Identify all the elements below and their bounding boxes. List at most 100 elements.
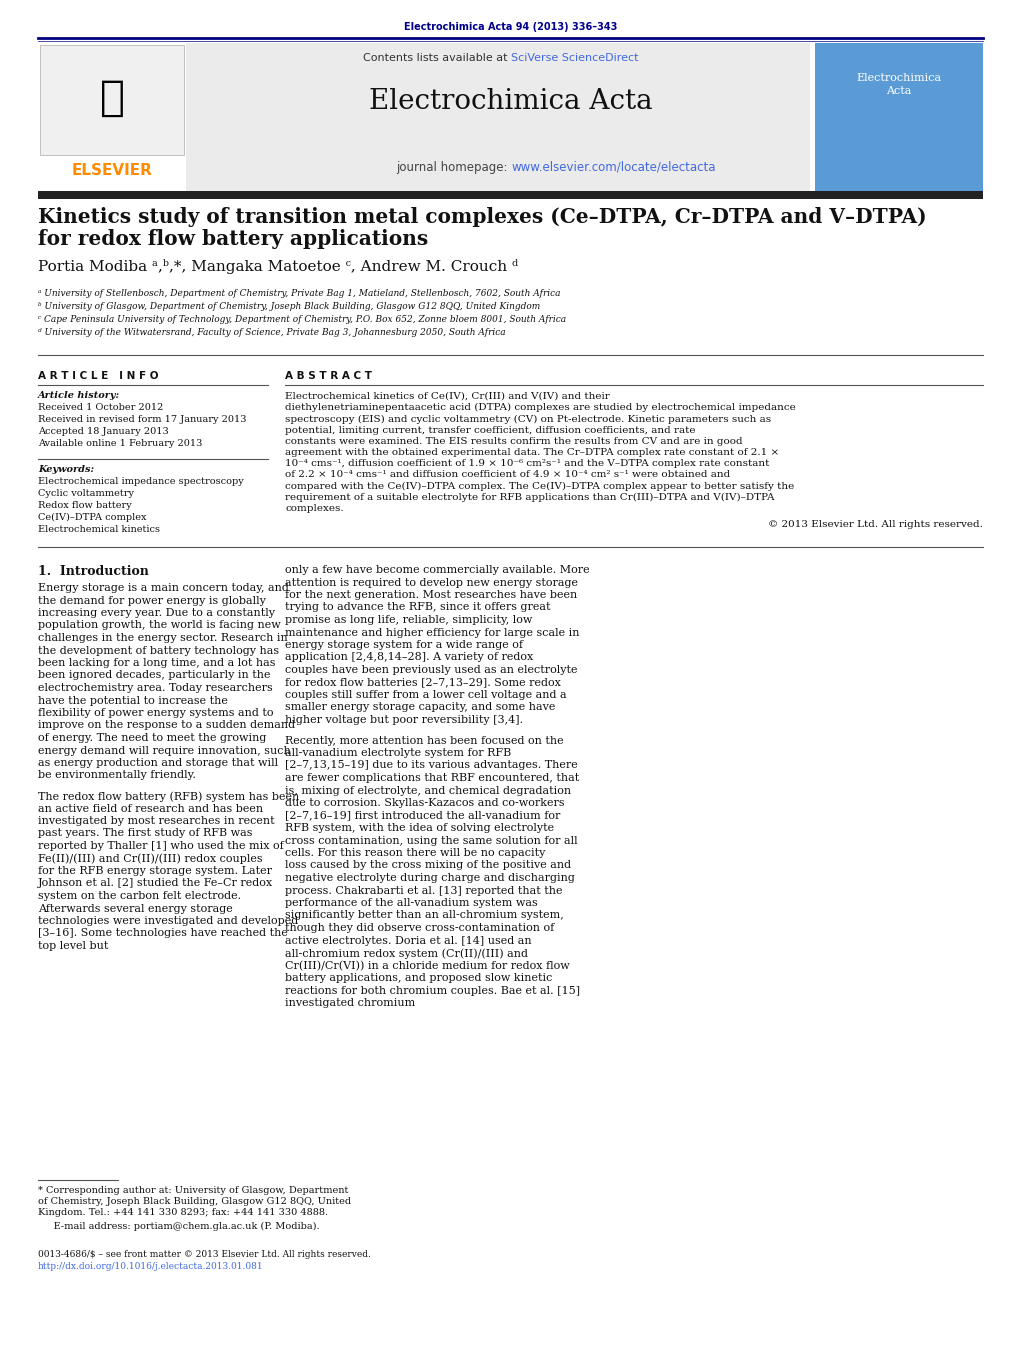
Text: challenges in the energy sector. Research in: challenges in the energy sector. Researc… bbox=[38, 634, 288, 643]
Text: Ce(IV)–DTPA complex: Ce(IV)–DTPA complex bbox=[38, 513, 146, 521]
Text: Accepted 18 January 2013: Accepted 18 January 2013 bbox=[38, 427, 168, 436]
Text: higher voltage but poor reversibility [3,4].: higher voltage but poor reversibility [3… bbox=[285, 715, 523, 725]
Text: application [2,4,8,14–28]. A variety of redox: application [2,4,8,14–28]. A variety of … bbox=[285, 653, 533, 662]
Text: Kingdom. Tel.: +44 141 330 8293; fax: +44 141 330 4888.: Kingdom. Tel.: +44 141 330 8293; fax: +4… bbox=[38, 1208, 328, 1217]
Text: process. Chakrabarti et al. [13] reported that the: process. Chakrabarti et al. [13] reporte… bbox=[285, 885, 563, 896]
Text: maintenance and higher efficiency for large scale in: maintenance and higher efficiency for la… bbox=[285, 627, 580, 638]
Text: performance of the all-vanadium system was: performance of the all-vanadium system w… bbox=[285, 898, 538, 908]
Text: ᵃ University of Stellenbosch, Department of Chemistry, Private Bag 1, Matieland,: ᵃ University of Stellenbosch, Department… bbox=[38, 289, 561, 299]
Text: ᶜ Cape Peninsula University of Technology, Department of Chemistry, P.O. Box 652: ᶜ Cape Peninsula University of Technolog… bbox=[38, 315, 566, 324]
Bar bbox=[40, 45, 184, 155]
Text: past years. The first study of RFB was: past years. The first study of RFB was bbox=[38, 828, 252, 839]
Text: Cyclic voltammetry: Cyclic voltammetry bbox=[38, 489, 134, 499]
Text: potential, limiting current, transfer coefficient, diffusion coefficients, and r: potential, limiting current, transfer co… bbox=[285, 426, 695, 435]
Text: is, mixing of electrolyte, and chemical degradation: is, mixing of electrolyte, and chemical … bbox=[285, 785, 571, 796]
Text: system on the carbon felt electrode.: system on the carbon felt electrode. bbox=[38, 892, 241, 901]
Text: Received 1 October 2012: Received 1 October 2012 bbox=[38, 403, 163, 412]
Text: RFB system, with the idea of solving electrolyte: RFB system, with the idea of solving ele… bbox=[285, 823, 554, 834]
Text: energy demand will require innovation, such: energy demand will require innovation, s… bbox=[38, 746, 291, 755]
Text: attention is required to develop new energy storage: attention is required to develop new ene… bbox=[285, 577, 578, 588]
Text: negative electrolyte during charge and discharging: negative electrolyte during charge and d… bbox=[285, 873, 575, 884]
Text: Afterwards several energy storage: Afterwards several energy storage bbox=[38, 904, 233, 913]
Text: active electrolytes. Doria et al. [14] used an: active electrolytes. Doria et al. [14] u… bbox=[285, 935, 532, 946]
Text: diethylenetriaminepentaacetic acid (DTPA) complexes are studied by electrochemic: diethylenetriaminepentaacetic acid (DTPA… bbox=[285, 403, 795, 412]
Text: for redox flow batteries [2–7,13–29]. Some redox: for redox flow batteries [2–7,13–29]. So… bbox=[285, 677, 561, 688]
Text: an active field of research and has been: an active field of research and has been bbox=[38, 804, 263, 813]
Bar bbox=[38, 43, 186, 190]
Text: all-vanadium electrolyte system for RFB: all-vanadium electrolyte system for RFB bbox=[285, 748, 512, 758]
Text: the demand for power energy is globally: the demand for power energy is globally bbox=[38, 596, 265, 605]
Text: investigated chromium: investigated chromium bbox=[285, 998, 416, 1008]
Text: couples have been previously used as an electrolyte: couples have been previously used as an … bbox=[285, 665, 578, 676]
Text: compared with the Ce(IV)–DTPA complex. The Ce(IV)–DTPA complex appear to better : compared with the Ce(IV)–DTPA complex. T… bbox=[285, 481, 794, 490]
Text: Portia Modiba ᵃ,ᵇ,*, Mangaka Matoetoe ᶜ, Andrew M. Crouch ᵈ: Portia Modiba ᵃ,ᵇ,*, Mangaka Matoetoe ᶜ,… bbox=[38, 259, 518, 274]
Text: [2–7,13,15–19] due to its various advantages. There: [2–7,13,15–19] due to its various advant… bbox=[285, 761, 578, 770]
Text: Electrochemical kinetics: Electrochemical kinetics bbox=[38, 526, 160, 534]
Text: ᵇ University of Glasgow, Department of Chemistry, Joseph Black Building, Glasgow: ᵇ University of Glasgow, Department of C… bbox=[38, 303, 540, 311]
Text: SciVerse ScienceDirect: SciVerse ScienceDirect bbox=[510, 53, 638, 63]
Text: Received in revised form 17 January 2013: Received in revised form 17 January 2013 bbox=[38, 415, 246, 424]
Text: Fe(II)/(III) and Cr(II)/(III) redox couples: Fe(II)/(III) and Cr(II)/(III) redox coup… bbox=[38, 854, 262, 865]
Text: increasing every year. Due to a constantly: increasing every year. Due to a constant… bbox=[38, 608, 275, 617]
Text: flexibility of power energy systems and to: flexibility of power energy systems and … bbox=[38, 708, 274, 717]
Text: Article history:: Article history: bbox=[38, 390, 120, 400]
Text: constants were examined. The EIS results confirm the results from CV and are in : constants were examined. The EIS results… bbox=[285, 436, 742, 446]
Text: are fewer complications that RBF encountered, that: are fewer complications that RBF encount… bbox=[285, 773, 579, 784]
Text: of energy. The need to meet the growing: of energy. The need to meet the growing bbox=[38, 734, 266, 743]
Text: ELSEVIER: ELSEVIER bbox=[71, 163, 152, 178]
Text: for the RFB energy storage system. Later: for the RFB energy storage system. Later bbox=[38, 866, 272, 875]
Text: trying to advance the RFB, since it offers great: trying to advance the RFB, since it offe… bbox=[285, 603, 550, 612]
Text: E-mail address: portiam@chem.gla.ac.uk (P. Modiba).: E-mail address: portiam@chem.gla.ac.uk (… bbox=[38, 1223, 320, 1231]
Text: Energy storage is a main concern today, and: Energy storage is a main concern today, … bbox=[38, 584, 289, 593]
Text: www.elsevier.com/locate/electacta: www.elsevier.com/locate/electacta bbox=[510, 161, 716, 174]
Text: 1.  Introduction: 1. Introduction bbox=[38, 565, 149, 578]
Text: cells. For this reason there will be no capacity: cells. For this reason there will be no … bbox=[285, 848, 545, 858]
Text: reported by Thaller [1] who used the mix of: reported by Thaller [1] who used the mix… bbox=[38, 842, 284, 851]
Text: © 2013 Elsevier Ltd. All rights reserved.: © 2013 Elsevier Ltd. All rights reserved… bbox=[768, 520, 983, 530]
Text: be environmentally friendly.: be environmentally friendly. bbox=[38, 770, 196, 781]
Text: the development of battery technology has: the development of battery technology ha… bbox=[38, 646, 279, 655]
Text: journal homepage:: journal homepage: bbox=[396, 161, 510, 174]
Text: Cr(III)/Cr(VI)) in a chloride medium for redox flow: Cr(III)/Cr(VI)) in a chloride medium for… bbox=[285, 961, 570, 971]
Text: as energy production and storage that will: as energy production and storage that wi… bbox=[38, 758, 278, 767]
Text: top level but: top level but bbox=[38, 942, 108, 951]
Text: been ignored decades, particularly in the: been ignored decades, particularly in th… bbox=[38, 670, 271, 681]
Text: battery applications, and proposed slow kinetic: battery applications, and proposed slow … bbox=[285, 973, 552, 984]
Text: Johnson et al. [2] studied the Fe–Cr redox: Johnson et al. [2] studied the Fe–Cr red… bbox=[38, 878, 274, 889]
Text: of 2.2 × 10⁻⁴ cms⁻¹ and diffusion coefficient of 4.9 × 10⁻⁴ cm² s⁻¹ were obtaine: of 2.2 × 10⁻⁴ cms⁻¹ and diffusion coeffi… bbox=[285, 470, 730, 480]
Text: * Corresponding author at: University of Glasgow, Department: * Corresponding author at: University of… bbox=[38, 1186, 348, 1196]
Text: A R T I C L E   I N F O: A R T I C L E I N F O bbox=[38, 372, 158, 381]
Text: Electrochimica
Acta: Electrochimica Acta bbox=[857, 73, 941, 96]
Text: investigated by most researches in recent: investigated by most researches in recen… bbox=[38, 816, 275, 825]
Text: only a few have become commercially available. More: only a few have become commercially avai… bbox=[285, 565, 589, 576]
Text: http://dx.doi.org/10.1016/j.electacta.2013.01.081: http://dx.doi.org/10.1016/j.electacta.20… bbox=[38, 1262, 263, 1271]
Text: all-chromium redox system (Cr(II)/(III) and: all-chromium redox system (Cr(II)/(III) … bbox=[285, 948, 528, 959]
Text: electrochemistry area. Today researchers: electrochemistry area. Today researchers bbox=[38, 684, 273, 693]
Text: 10⁻⁴ cms⁻¹, diffusion coefficient of 1.9 × 10⁻⁶ cm²s⁻¹ and the V–DTPA complex ra: 10⁻⁴ cms⁻¹, diffusion coefficient of 1.9… bbox=[285, 459, 770, 469]
Text: Electrochimica Acta: Electrochimica Acta bbox=[370, 88, 652, 115]
Text: The redox flow battery (RFB) system has been: The redox flow battery (RFB) system has … bbox=[38, 790, 299, 801]
Bar bbox=[185, 43, 810, 190]
Text: 0013-4686/$ – see front matter © 2013 Elsevier Ltd. All rights reserved.: 0013-4686/$ – see front matter © 2013 El… bbox=[38, 1250, 371, 1259]
Text: technologies were investigated and developed: technologies were investigated and devel… bbox=[38, 916, 298, 925]
Text: been lacking for a long time, and a lot has: been lacking for a long time, and a lot … bbox=[38, 658, 276, 667]
Text: significantly better than an all-chromium system,: significantly better than an all-chromiu… bbox=[285, 911, 564, 920]
Bar bbox=[815, 43, 983, 190]
Text: of Chemistry, Joseph Black Building, Glasgow G12 8QQ, United: of Chemistry, Joseph Black Building, Gla… bbox=[38, 1197, 351, 1206]
Text: cross contamination, using the same solution for all: cross contamination, using the same solu… bbox=[285, 835, 578, 846]
Text: A B S T R A C T: A B S T R A C T bbox=[285, 372, 372, 381]
Text: complexes.: complexes. bbox=[285, 504, 344, 513]
Text: Electrochemical kinetics of Ce(IV), Cr(III) and V(IV) and their: Electrochemical kinetics of Ce(IV), Cr(I… bbox=[285, 392, 610, 401]
Text: ᵈ University of the Witwatersrand, Faculty of Science, Private Bag 3, Johannesbu: ᵈ University of the Witwatersrand, Facul… bbox=[38, 328, 505, 336]
Text: Kinetics study of transition metal complexes (Ce–DTPA, Cr–DTPA and V–DTPA): Kinetics study of transition metal compl… bbox=[38, 207, 927, 227]
Text: population growth, the world is facing new: population growth, the world is facing n… bbox=[38, 620, 281, 631]
Text: energy storage system for a wide range of: energy storage system for a wide range o… bbox=[285, 640, 523, 650]
Text: Contents lists available at: Contents lists available at bbox=[363, 53, 510, 63]
Bar bbox=[38, 190, 983, 199]
Text: promise as long life, reliable, simplicity, low: promise as long life, reliable, simplici… bbox=[285, 615, 532, 626]
Text: agreement with the obtained experimental data. The Cr–DTPA complex rate constant: agreement with the obtained experimental… bbox=[285, 449, 779, 457]
Text: Recently, more attention has been focused on the: Recently, more attention has been focuse… bbox=[285, 735, 564, 746]
Text: Keywords:: Keywords: bbox=[38, 465, 94, 474]
Text: for the next generation. Most researches have been: for the next generation. Most researches… bbox=[285, 590, 577, 600]
Text: Electrochimica Acta 94 (2013) 336–343: Electrochimica Acta 94 (2013) 336–343 bbox=[404, 22, 618, 32]
